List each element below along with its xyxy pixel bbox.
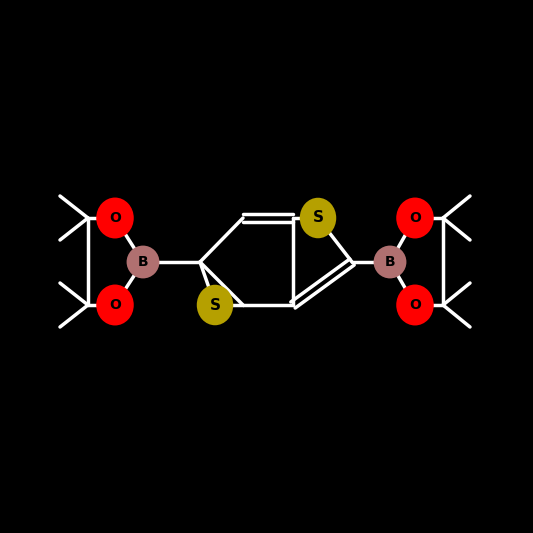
Ellipse shape xyxy=(396,285,434,326)
Ellipse shape xyxy=(96,285,134,326)
Ellipse shape xyxy=(374,246,407,278)
Ellipse shape xyxy=(96,198,134,238)
Ellipse shape xyxy=(197,285,233,325)
Text: B: B xyxy=(385,255,395,269)
Text: O: O xyxy=(409,298,421,312)
Text: O: O xyxy=(109,211,121,225)
Text: O: O xyxy=(409,211,421,225)
Ellipse shape xyxy=(300,198,336,238)
Text: O: O xyxy=(109,298,121,312)
Ellipse shape xyxy=(126,246,159,278)
Ellipse shape xyxy=(396,198,434,238)
Text: S: S xyxy=(209,297,221,312)
Text: S: S xyxy=(312,211,324,225)
Text: B: B xyxy=(138,255,148,269)
